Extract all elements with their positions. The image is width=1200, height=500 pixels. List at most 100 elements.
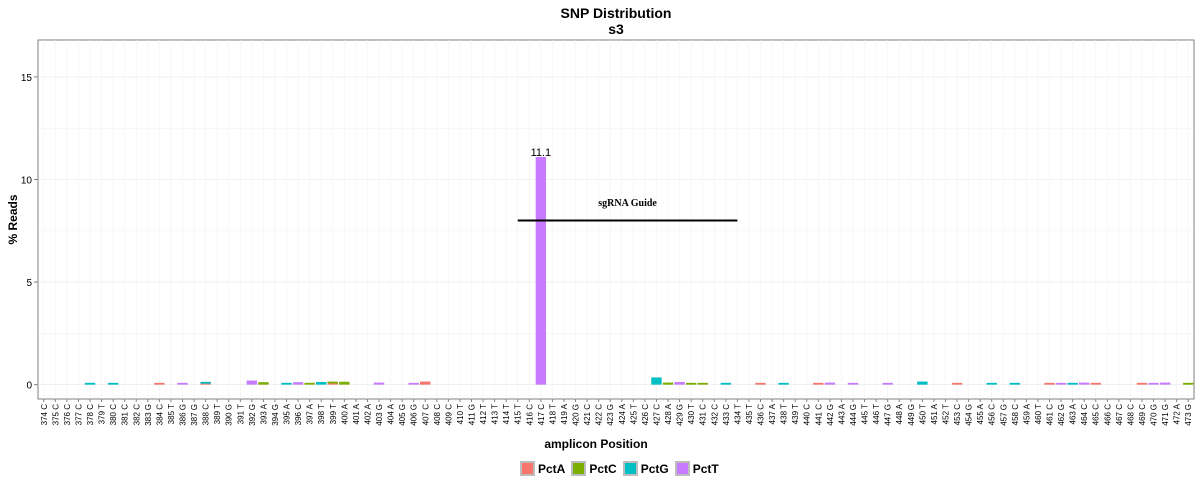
bar-pctg [84, 382, 96, 385]
x-tick-label: 463 A [1069, 403, 1078, 424]
x-tick-label: 391 T [236, 404, 245, 424]
legend-swatch [520, 461, 535, 476]
sgrna-guide-label: sgRNA Guide [598, 198, 657, 209]
bar-pctt [177, 382, 188, 385]
x-tick-label: 387 G [190, 404, 199, 426]
bar-pctg [778, 382, 789, 385]
legend-swatch [571, 461, 587, 476]
x-tick-label: 457 G [999, 404, 1008, 426]
bar-pctc [697, 382, 708, 385]
y-tick-label: 0 [26, 381, 32, 392]
bar-pctc [662, 382, 674, 385]
x-tick-label: 378 C [86, 404, 95, 426]
legend-item-pctc: PctC [571, 461, 617, 476]
x-tick-label: 385 T [167, 404, 176, 424]
x-tick-label: 469 C [1138, 404, 1147, 426]
bar-pctc [685, 382, 697, 385]
x-tick-label: 440 C [803, 404, 812, 426]
x-tick-label: 374 C [40, 404, 49, 426]
x-tick-label: 414 T [502, 404, 511, 424]
bar-pctt [373, 382, 385, 385]
x-tick-label: 395 A [283, 403, 292, 424]
x-tick-label: 448 A [895, 403, 904, 424]
bar-pctg [720, 382, 732, 385]
x-tick-label: 396 C [294, 404, 303, 426]
bar-pctg [316, 381, 327, 385]
x-tick-label: 392 G [248, 404, 257, 426]
x-tick-label: 459 A [1022, 403, 1031, 424]
legend-swatch [674, 461, 690, 476]
x-tick-label: 434 T [733, 404, 742, 424]
x-tick-label: 376 C [63, 404, 72, 426]
x-tick-label: 397 A [306, 403, 315, 424]
y-tick-label: 15 [21, 73, 33, 84]
bar-pctg [107, 382, 119, 385]
x-tick-label: 449 G [907, 404, 916, 426]
bar-pctc [258, 382, 269, 385]
x-tick-label: 467 C [1115, 404, 1124, 426]
x-tick-label: 380 C [109, 404, 118, 426]
x-tick-label: 383 G [144, 404, 153, 426]
x-tick-label: 412 T [479, 404, 488, 424]
x-tick-label: 398 T [317, 404, 326, 424]
x-tick-label: 437 A [768, 403, 777, 424]
bar-pctt [1055, 382, 1067, 385]
x-tick-label: 454 G [965, 404, 974, 426]
bar-pcta [1136, 382, 1148, 385]
x-tick-label: 386 G [179, 404, 188, 426]
y-tick-label: 5 [26, 278, 32, 289]
x-axis-title: amplicon Position [544, 437, 647, 451]
bar-pcta [154, 382, 165, 385]
x-tick-label: 456 C [988, 404, 997, 426]
x-tick-label: 400 A [340, 403, 349, 424]
x-tick-label: 399 T [329, 404, 338, 424]
x-tick-label: 446 T [872, 404, 881, 424]
x-tick-label: 409 C [444, 404, 453, 426]
chart-subtitle: s3 [608, 21, 624, 37]
x-tick-label: 404 A [387, 403, 396, 424]
x-tick-label: 424 A [618, 403, 627, 424]
bar-pctg [986, 382, 997, 385]
x-tick-label: 466 C [1103, 404, 1112, 426]
x-tick-label: 389 T [213, 404, 222, 424]
x-tick-label: 405 G [398, 404, 407, 426]
legend-item-pctt: PctT [674, 461, 719, 476]
bar-pctt [847, 382, 859, 385]
x-tick-label: 444 G [849, 404, 858, 426]
bar-pcta [1090, 382, 1101, 385]
x-tick-label: 406 G [410, 404, 419, 426]
x-tick-label: 432 C [710, 404, 719, 426]
x-tick-label: 435 T [745, 404, 754, 424]
bar-pctc [339, 381, 350, 385]
x-tick-label: 377 C [74, 404, 83, 426]
x-tick-label: 418 T [548, 404, 557, 424]
bar-pctg [200, 381, 211, 384]
x-tick-label: 408 C [433, 404, 442, 426]
x-tick-label: 416 C [525, 404, 534, 426]
x-tick-label: 384 C [155, 404, 164, 426]
x-tick-label: 402 A [363, 403, 372, 424]
bar-pctt [674, 381, 685, 385]
bar-pctt [882, 382, 893, 385]
legend-swatch [622, 461, 638, 476]
bar-pctg [1009, 382, 1021, 385]
bar-pctt [1159, 382, 1171, 385]
x-tick-label: 470 G [1150, 404, 1159, 426]
y-tick-label: 10 [21, 175, 33, 186]
bar-pcta [327, 382, 338, 385]
plot-panel [37, 39, 1195, 400]
chart-title: SNP Distribution [560, 5, 672, 21]
x-tick-label: 388 C [202, 404, 211, 426]
x-tick-label: 407 C [421, 404, 430, 426]
x-tick-label: 438 T [780, 404, 789, 424]
x-tick-label: 403 G [375, 404, 384, 426]
data-label: 11.1 [531, 147, 552, 159]
x-tick-label: 429 G [676, 404, 685, 426]
bar-pcta [420, 381, 431, 385]
legend-item-pctg: PctG [622, 461, 669, 476]
x-tick-label: 375 C [51, 404, 60, 426]
x-tick-label: 422 C [595, 404, 604, 426]
bar-pcta [200, 382, 211, 385]
bar-pctt [1078, 382, 1090, 385]
bar-pcta [951, 382, 963, 385]
